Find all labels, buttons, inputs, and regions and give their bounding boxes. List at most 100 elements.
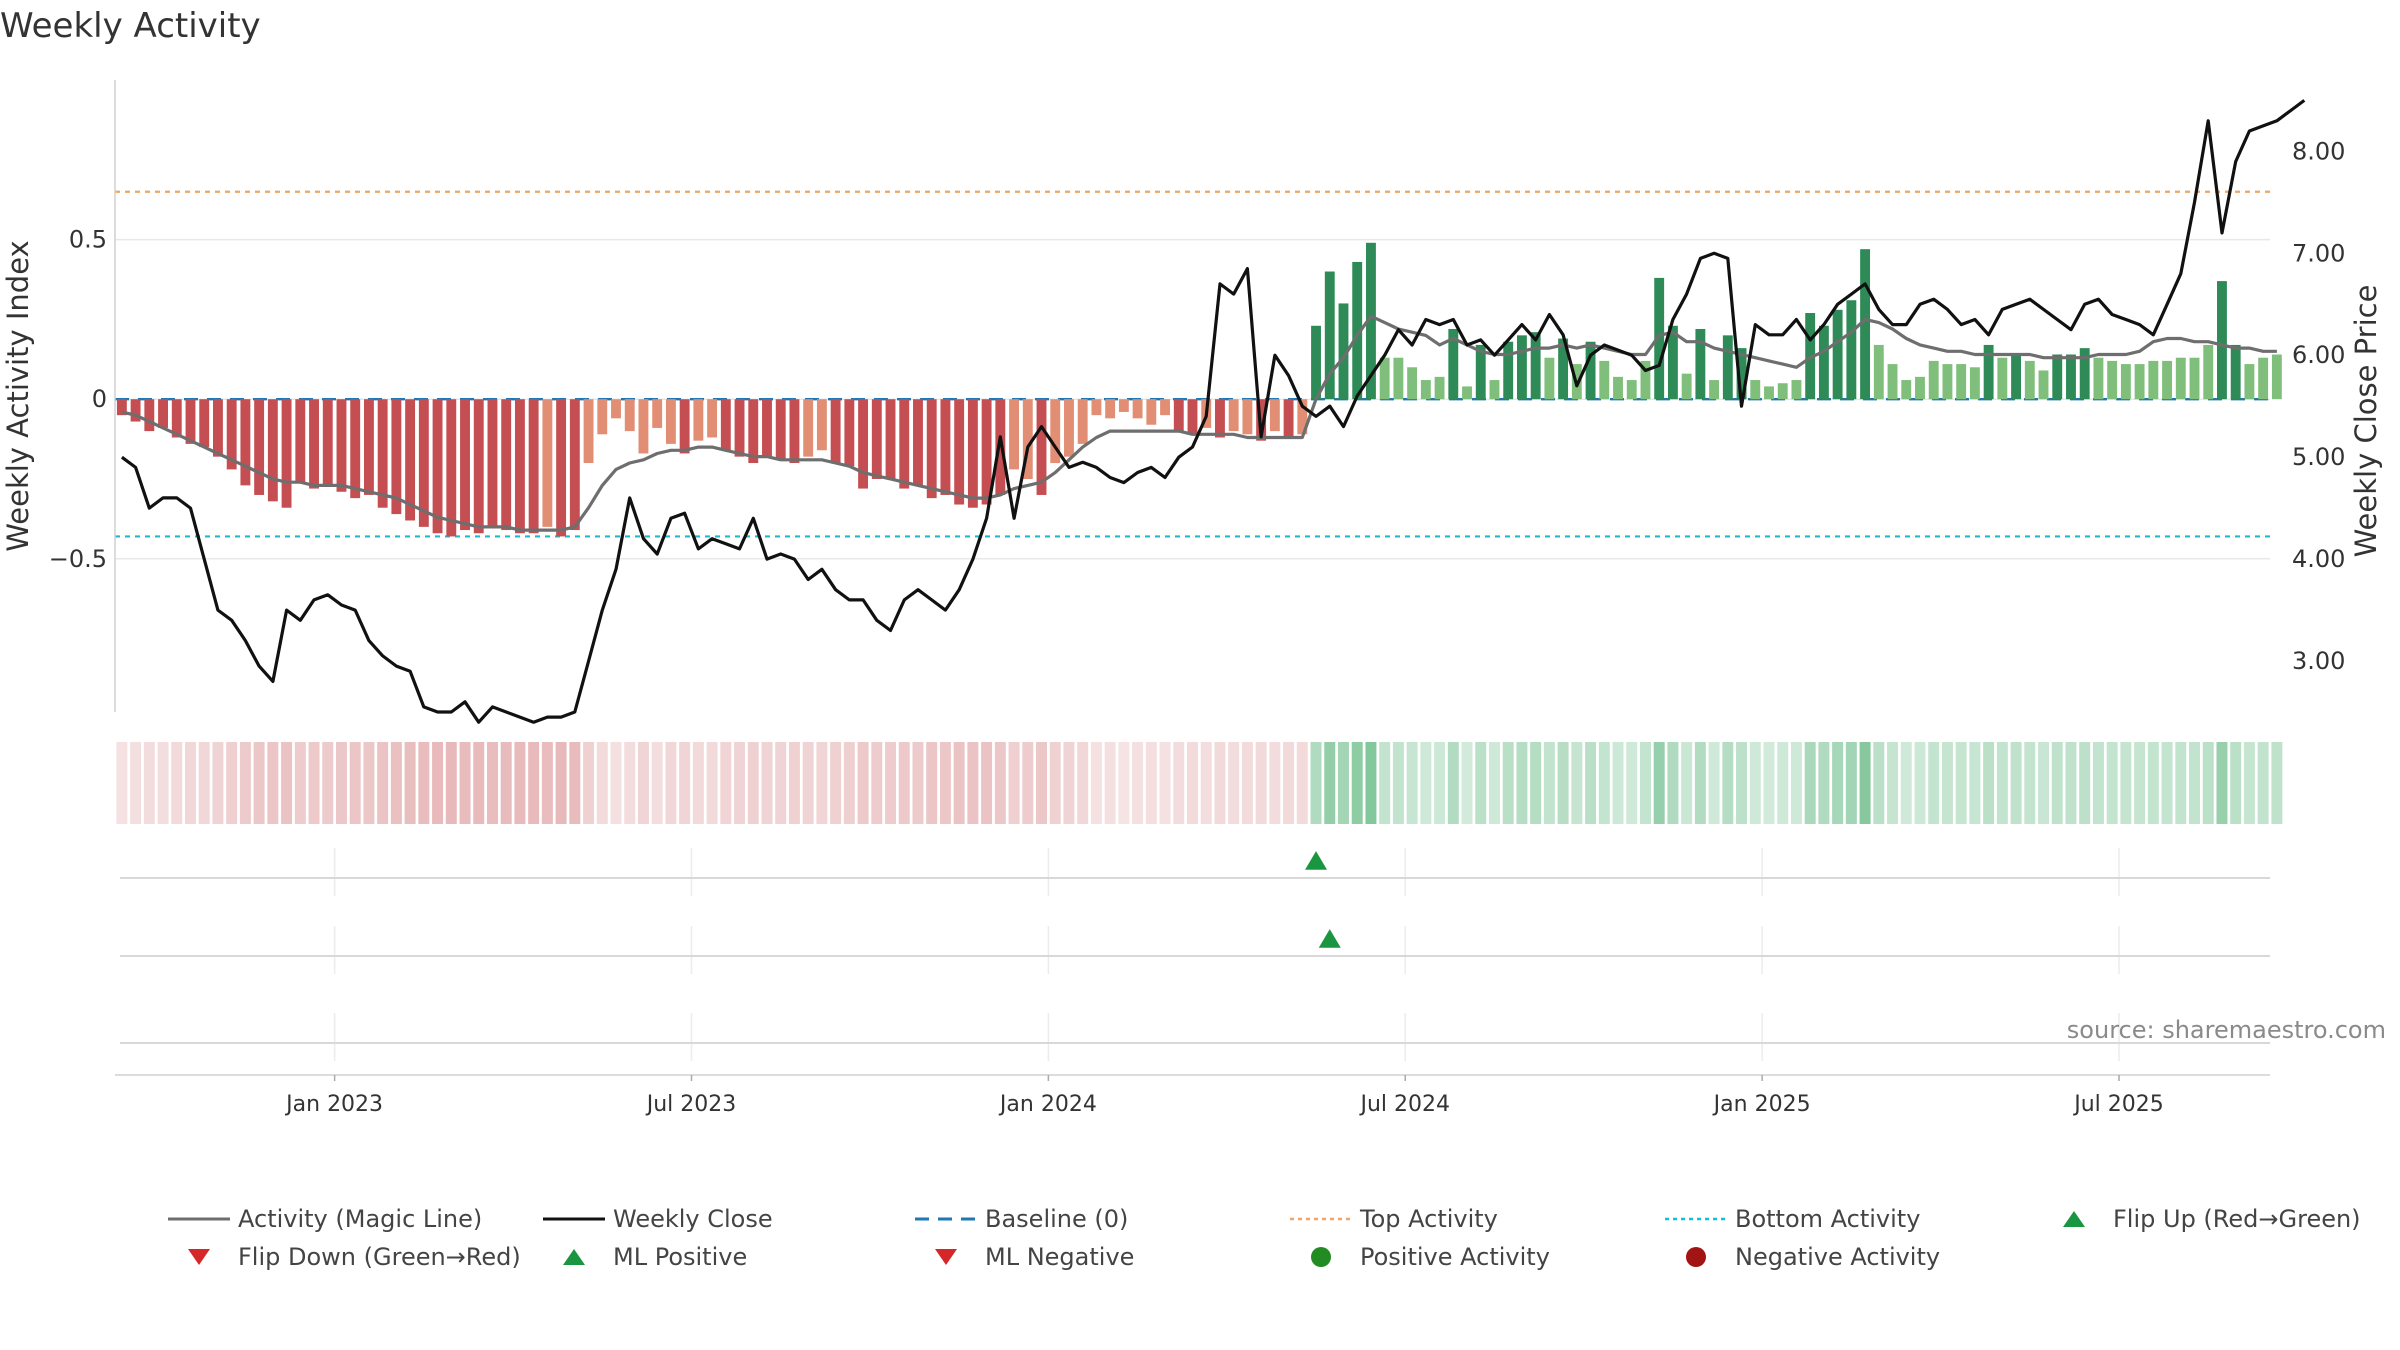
line-dashed-blue-icon — [915, 1208, 977, 1230]
heat-cell — [1832, 742, 1844, 824]
heat-cell — [239, 742, 251, 824]
heat-cell — [1090, 742, 1102, 824]
heat-cell — [1118, 742, 1130, 824]
heat-cell — [761, 742, 773, 824]
activity-bar — [1077, 399, 1088, 444]
heat-cell — [1571, 742, 1583, 824]
activity-bar — [2203, 344, 2214, 400]
heat-cell — [1667, 742, 1679, 824]
activity-bar — [158, 399, 168, 428]
heat-cell — [2092, 742, 2104, 824]
heat-cell — [994, 742, 1006, 824]
activity-bar — [405, 399, 416, 521]
heat-cell — [1955, 742, 1967, 824]
y-right-tick-label: 6.00 — [2292, 341, 2345, 369]
activity-bar — [1215, 399, 1225, 438]
activity-bar — [1242, 399, 1253, 435]
activity-bar — [1887, 364, 1898, 400]
heat-cell — [651, 742, 663, 824]
heat-cell — [1639, 742, 1651, 824]
heat-cell — [1063, 742, 1075, 824]
heat-cell — [1928, 742, 1940, 824]
activity-bar — [1118, 399, 1129, 412]
heat-cell — [294, 742, 306, 824]
heat-cell — [1845, 742, 1857, 824]
heat-cell — [610, 742, 622, 824]
heat-cell — [281, 742, 293, 824]
legend-item: Activity (Magic Line) — [168, 1205, 482, 1233]
heat-cell — [322, 742, 334, 824]
activity-bar — [830, 399, 841, 464]
activity-bar — [1516, 335, 1527, 400]
activity-bar — [624, 399, 635, 432]
x-tick-label: Jan 2024 — [998, 1092, 1097, 1117]
heat-cell — [116, 742, 128, 824]
activity-bar — [1544, 357, 1555, 400]
heat-cell — [692, 742, 704, 824]
heat-cell — [637, 742, 649, 824]
activity-bar — [1407, 367, 1418, 400]
heat-cell — [1406, 742, 1418, 824]
heat-cell — [1420, 742, 1432, 824]
activity-bar — [1420, 380, 1431, 400]
heat-cell — [171, 742, 183, 824]
heat-cell — [1543, 742, 1555, 824]
activity-bar — [473, 399, 484, 534]
heat-cell — [528, 742, 540, 824]
legend-label: Negative Activity — [1735, 1243, 1941, 1271]
activity-bar — [1091, 399, 1102, 416]
activity-bar — [1187, 399, 1198, 435]
heat-cell — [624, 742, 636, 824]
activity-bar — [1860, 249, 1871, 400]
heat-cell — [2024, 742, 2036, 824]
activity-bar — [2024, 360, 2035, 400]
dot-red-icon — [1665, 1246, 1727, 1268]
activity-bar — [899, 399, 910, 489]
activity-bar — [913, 399, 923, 486]
activity-bar — [432, 399, 443, 534]
heat-cell — [2175, 742, 2187, 824]
heat-cell — [2010, 742, 2022, 824]
activity-bar — [1365, 242, 1376, 400]
heat-cell — [1461, 742, 1473, 824]
activity-bar — [295, 399, 306, 483]
heat-cell — [1255, 742, 1267, 824]
legend-item: Flip Down (Green→Red) — [168, 1243, 521, 1271]
activity-bar — [1695, 328, 1706, 400]
activity-bar — [1036, 399, 1047, 495]
heat-cell — [2120, 742, 2132, 824]
activity-bar — [1736, 348, 1747, 400]
heat-cell — [1557, 742, 1569, 824]
heat-cell — [473, 742, 485, 824]
activity-bar — [1599, 360, 1610, 400]
heat-cell — [706, 742, 718, 824]
heat-cell — [1324, 742, 1336, 824]
activity-bar — [2093, 357, 2104, 400]
activity-bar — [1297, 399, 1308, 435]
heat-cell — [885, 742, 897, 824]
heat-cell — [2243, 742, 2255, 824]
activity-bar — [1818, 325, 1829, 400]
activity-bar — [199, 399, 210, 448]
heat-cell — [1283, 742, 1295, 824]
legend-label: Flip Up (Red→Green) — [2113, 1205, 2361, 1233]
activity-bar — [1750, 380, 1761, 400]
heat-cell — [679, 742, 691, 824]
activity-bar — [1832, 309, 1843, 400]
activity-bar — [1434, 376, 1445, 400]
heat-cell — [212, 742, 224, 824]
heat-cell — [1159, 742, 1171, 824]
activity-bar — [1846, 300, 1857, 400]
heat-cell — [390, 742, 402, 824]
heat-cell — [1434, 742, 1446, 824]
heat-cell — [2216, 742, 2228, 824]
heat-cell — [1804, 742, 1816, 824]
y-right-tick-label: 8.00 — [2292, 137, 2345, 165]
heat-cell — [1530, 742, 1542, 824]
activity-bar — [1558, 338, 1569, 400]
activity-bar — [1969, 367, 1980, 400]
heat-cell — [596, 742, 608, 824]
legend-label: Activity (Magic Line) — [238, 1205, 483, 1233]
triangle-down-red-icon — [168, 1246, 230, 1268]
y-tick-label: 0 — [92, 385, 107, 413]
